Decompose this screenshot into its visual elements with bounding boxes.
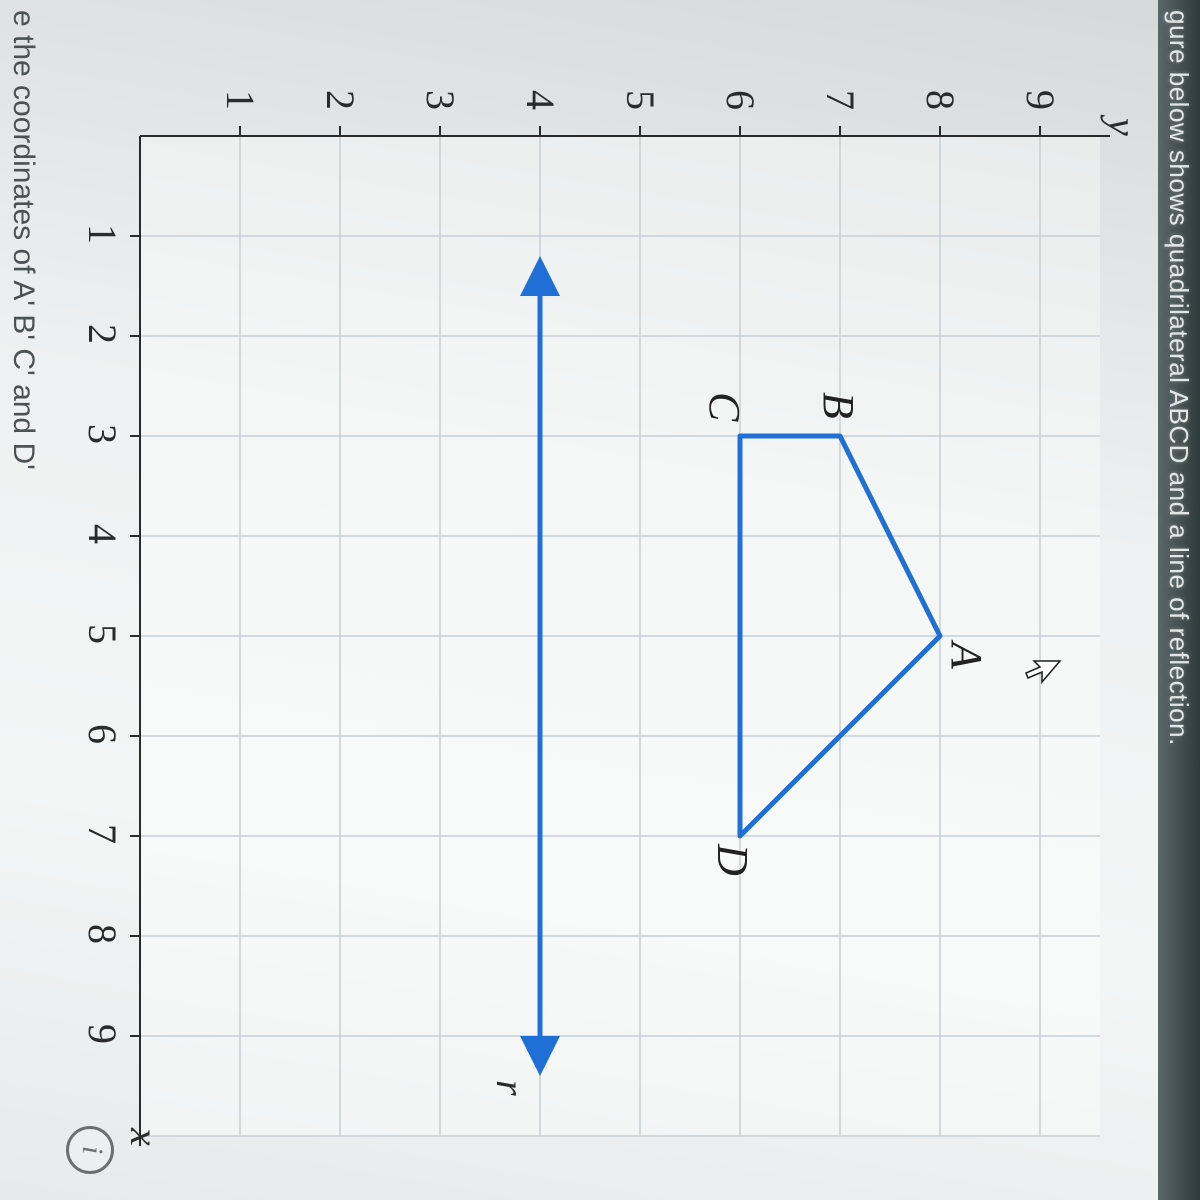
y-tick-3: 3 [417,90,464,110]
reflection-line-label: r [487,1080,534,1096]
x-tick-9: 9 [79,1024,126,1044]
info-icon[interactable]: i [66,1126,114,1174]
y-tick-7: 7 [817,90,864,110]
vertex-label-C: C [699,392,750,421]
vertex-label-B: B [813,392,864,419]
x-tick-8: 8 [79,924,126,944]
y-tick-4: 4 [517,90,564,110]
y-tick-1: 1 [217,90,264,110]
x-tick-4: 4 [79,524,126,544]
vertex-label-A: A [941,642,992,669]
x-tick-2: 2 [79,324,126,344]
y-axis-label: y [1099,118,1146,136]
y-tick-5: 5 [617,90,664,110]
plane-svg [80,40,1140,1160]
problem-footer: e the coordinates of A' B' C' and D' [0,0,46,1200]
problem-header: gure below shows quadrilateral ABCD and … [1158,0,1200,1200]
vertex-label-D: D [707,844,758,876]
x-tick-1: 1 [79,224,126,244]
y-tick-9: 9 [1017,90,1064,110]
x-tick-5: 5 [79,624,126,644]
x-tick-7: 7 [79,824,126,844]
y-tick-6: 6 [717,90,764,110]
coordinate-plane: y x A B C D r 123456789123456789 [80,40,1140,1160]
x-tick-6: 6 [79,724,126,744]
y-tick-8: 8 [917,90,964,110]
x-tick-3: 3 [79,424,126,444]
x-axis-label: x [121,1128,168,1146]
y-tick-2: 2 [317,90,364,110]
